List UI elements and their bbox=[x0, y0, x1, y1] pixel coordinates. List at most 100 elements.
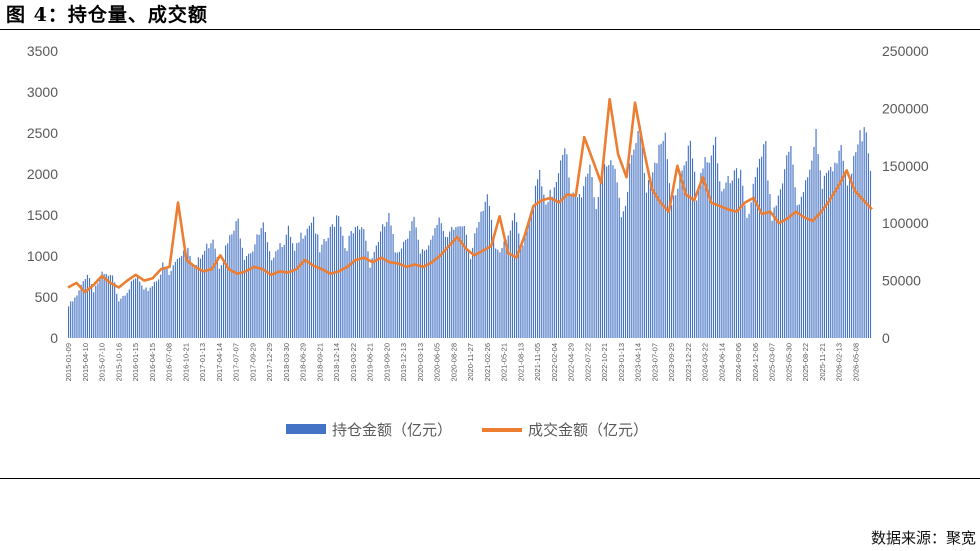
bar bbox=[101, 271, 103, 338]
bar bbox=[160, 274, 162, 338]
bar bbox=[763, 144, 765, 338]
bar bbox=[848, 179, 851, 338]
x-tick-label: 2022-07-22 bbox=[583, 343, 592, 381]
bar bbox=[844, 173, 846, 338]
bar bbox=[74, 297, 76, 338]
bar bbox=[490, 219, 493, 338]
bar bbox=[86, 274, 88, 338]
bar bbox=[840, 145, 842, 338]
bar bbox=[304, 235, 306, 338]
x-tick-label: 2021-11-05 bbox=[533, 343, 542, 381]
bar bbox=[591, 177, 593, 338]
bar bbox=[624, 205, 627, 338]
bar bbox=[547, 202, 549, 338]
bar bbox=[432, 235, 434, 338]
bar bbox=[846, 185, 849, 338]
bar bbox=[599, 178, 601, 338]
bar bbox=[677, 188, 679, 338]
bar bbox=[622, 211, 624, 338]
bar bbox=[641, 140, 643, 338]
bar bbox=[151, 286, 153, 338]
bar bbox=[329, 226, 331, 338]
bar bbox=[409, 230, 411, 338]
bar bbox=[457, 226, 459, 338]
bar bbox=[706, 162, 708, 338]
bar bbox=[434, 228, 436, 338]
bar bbox=[294, 250, 296, 338]
bar bbox=[118, 301, 120, 338]
bar bbox=[608, 165, 610, 338]
bar bbox=[256, 234, 258, 338]
bar bbox=[771, 220, 773, 338]
bar bbox=[614, 168, 616, 338]
right-tick-label: 150000 bbox=[882, 158, 929, 174]
chart-area: 0 500 1000 1500 2000 2500 3000 3500 0 50000 10000… bbox=[27, 43, 929, 439]
bar bbox=[289, 236, 292, 338]
bar bbox=[241, 247, 243, 338]
bar bbox=[842, 160, 844, 338]
x-tick-label: 2016-10-21 bbox=[181, 343, 190, 381]
bar bbox=[298, 242, 300, 338]
bar bbox=[273, 257, 275, 338]
bar bbox=[662, 141, 664, 338]
bar bbox=[580, 197, 583, 338]
right-axis: 0 50000 100000 150000 200000 250000 bbox=[882, 43, 929, 346]
bar bbox=[325, 241, 327, 338]
bottom-rule bbox=[0, 478, 980, 479]
bar bbox=[509, 230, 511, 338]
bar bbox=[482, 210, 484, 338]
bar bbox=[359, 229, 361, 338]
bar bbox=[233, 230, 235, 338]
bar bbox=[139, 281, 141, 338]
bar bbox=[518, 233, 520, 338]
bar bbox=[277, 249, 279, 338]
bar bbox=[746, 217, 748, 338]
x-tick-label: 2018-09-21 bbox=[315, 343, 324, 381]
bar bbox=[744, 205, 746, 338]
left-tick-label: 1000 bbox=[27, 248, 58, 264]
x-tick-label: 2015-07-10 bbox=[98, 343, 107, 381]
bar bbox=[93, 292, 95, 338]
bar bbox=[819, 170, 821, 338]
bar bbox=[825, 172, 828, 338]
bar bbox=[777, 195, 779, 338]
left-tick-label: 0 bbox=[50, 330, 58, 346]
x-tick-label: 2019-09-20 bbox=[382, 343, 391, 381]
bar bbox=[210, 243, 212, 338]
bar bbox=[405, 239, 407, 338]
bar bbox=[691, 158, 694, 338]
x-tick-label: 2023-04-14 bbox=[634, 343, 643, 381]
bar bbox=[350, 231, 352, 338]
bar bbox=[248, 253, 250, 338]
bar bbox=[164, 266, 166, 338]
bar bbox=[666, 159, 668, 338]
bar bbox=[719, 181, 721, 338]
bar bbox=[340, 226, 342, 338]
bar bbox=[541, 186, 543, 338]
bar bbox=[499, 252, 501, 338]
bar bbox=[459, 226, 461, 338]
bar bbox=[417, 239, 419, 338]
bar bbox=[618, 197, 620, 338]
left-axis: 0 500 1000 1500 2000 2500 3000 3500 bbox=[27, 43, 58, 346]
left-tick-label: 2000 bbox=[27, 166, 58, 182]
bar bbox=[654, 162, 656, 338]
bar bbox=[95, 285, 97, 338]
bar bbox=[287, 225, 289, 338]
bar bbox=[765, 141, 767, 338]
bar bbox=[572, 192, 574, 338]
bar bbox=[853, 155, 855, 338]
bar bbox=[773, 207, 775, 338]
bar bbox=[748, 213, 750, 338]
bar bbox=[767, 180, 769, 338]
x-tick-label: 2021-05-21 bbox=[500, 343, 509, 381]
bar bbox=[323, 238, 325, 338]
bar bbox=[411, 221, 413, 338]
bar bbox=[229, 235, 231, 338]
bar bbox=[428, 245, 430, 338]
left-tick-label: 3000 bbox=[27, 84, 58, 100]
bar bbox=[333, 226, 336, 338]
bar bbox=[260, 228, 262, 338]
bar bbox=[756, 167, 758, 338]
bar bbox=[386, 221, 388, 338]
